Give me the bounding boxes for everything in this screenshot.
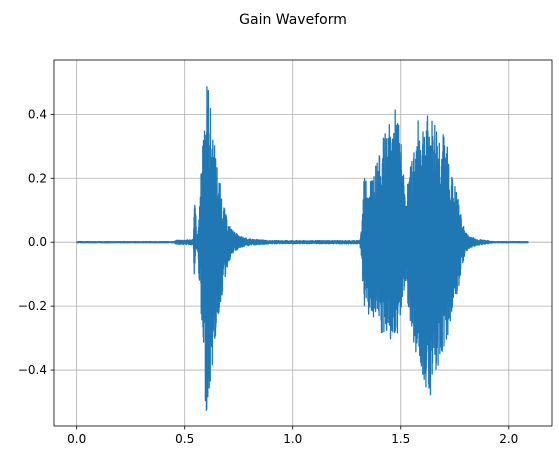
waveform-line <box>76 86 529 411</box>
plot-area <box>76 86 529 411</box>
y-tick-label: 0.0 <box>28 235 47 249</box>
axis-ticks: 0.0 0.5 1.0 1.5 2.0 −0.4 −0.2 0.0 0.2 0.4 <box>18 107 518 446</box>
chart-title: Gain Waveform <box>239 12 347 28</box>
y-tick-label: 0.4 <box>28 107 47 121</box>
x-tick-label: 0.0 <box>67 432 86 446</box>
y-tick-label: 0.2 <box>28 171 47 185</box>
x-tick-label: 1.5 <box>391 432 410 446</box>
x-tick-label: 1.0 <box>283 432 302 446</box>
y-tick-label: −0.4 <box>18 363 47 377</box>
x-tick-label: 2.0 <box>499 432 518 446</box>
axes-frame <box>53 59 553 427</box>
x-tick-label: 0.5 <box>175 432 194 446</box>
y-tick-label: −0.2 <box>18 299 47 313</box>
